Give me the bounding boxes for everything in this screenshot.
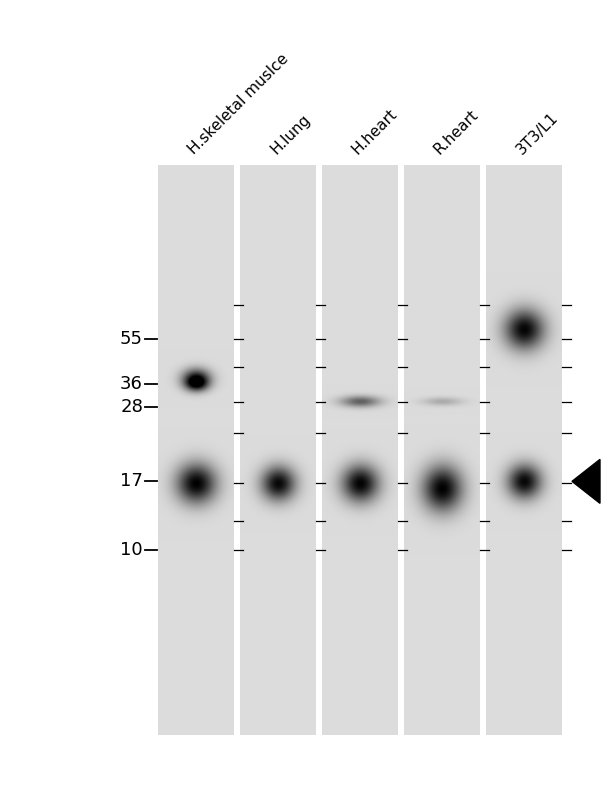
- Polygon shape: [572, 459, 600, 503]
- Text: 55: 55: [120, 330, 143, 348]
- Text: 36: 36: [120, 375, 143, 394]
- Text: H.skeletal muslce: H.skeletal muslce: [185, 51, 291, 157]
- Text: H.heart: H.heart: [349, 106, 400, 157]
- Text: 28: 28: [120, 398, 143, 416]
- Text: 17: 17: [120, 472, 143, 490]
- Text: H.lung: H.lung: [267, 111, 313, 157]
- Text: R.heart: R.heart: [431, 107, 482, 157]
- Text: 3T3/L1: 3T3/L1: [513, 110, 561, 157]
- Text: 10: 10: [121, 541, 143, 558]
